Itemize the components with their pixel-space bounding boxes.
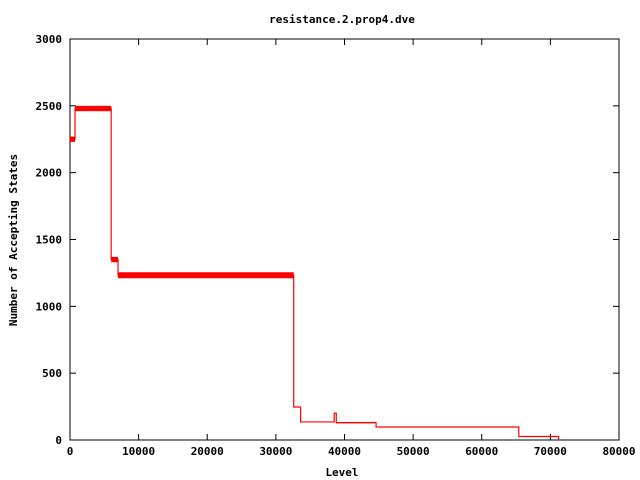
x-tick-label: 50000 (397, 445, 430, 458)
x-tick-label: 40000 (328, 445, 361, 458)
x-tick-label: 30000 (259, 445, 292, 458)
x-tick-label: 10000 (122, 445, 155, 458)
y-tick-label: 0 (55, 434, 62, 447)
y-tick-label: 1500 (36, 234, 63, 247)
y-tick-label: 500 (42, 367, 62, 380)
y-tick-label: 1000 (36, 300, 63, 313)
x-tick-label: 80000 (602, 445, 635, 458)
y-tick-label: 2000 (36, 167, 63, 180)
y-tick-label: 2500 (36, 100, 63, 113)
x-axis-label: Level (325, 466, 358, 479)
x-tick-label: 70000 (534, 445, 567, 458)
x-tick-label: 20000 (191, 445, 224, 458)
series-line (70, 107, 560, 440)
plot-border (69, 38, 620, 441)
x-tick-label: 60000 (465, 445, 498, 458)
x-tick-label: 0 (67, 445, 74, 458)
y-axis-label: Number of Accepting States (7, 154, 20, 326)
y-tick-label: 3000 (36, 33, 63, 46)
chart-title: resistance.2.prop4.dve (269, 13, 415, 26)
